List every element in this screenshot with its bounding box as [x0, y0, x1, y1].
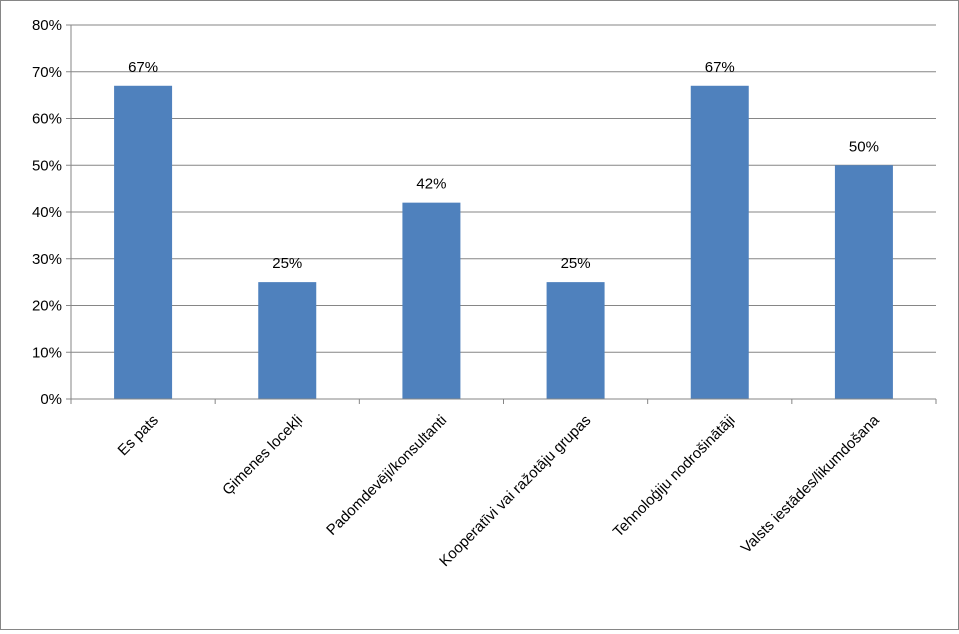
- data-label: 25%: [272, 255, 302, 272]
- y-tick-labels: 0% 10% 20% 30% 40% 50% 60% 70% 80%: [32, 17, 62, 408]
- category-label: Kooperatīvi vai ražotāju grupas: [436, 412, 594, 570]
- y-tick-label: 20%: [32, 298, 62, 315]
- category-label: Valsts iestādes/likumdošana: [738, 411, 884, 557]
- category-labels: Es pats Ģimenes locekļi Padomdevēji/konsul…: [115, 411, 884, 570]
- y-tick-label: 0%: [40, 391, 62, 408]
- data-label: 25%: [561, 255, 591, 272]
- y-tick-label: 30%: [32, 251, 62, 268]
- data-labels: 67% 25% 42% 25% 67% 50%: [128, 59, 879, 272]
- data-label: 50%: [849, 138, 879, 155]
- y-tick-label: 10%: [32, 344, 62, 361]
- y-tick-label: 40%: [32, 204, 62, 221]
- bar: [402, 202, 461, 399]
- category-label: Padomdevēji/konsultanti: [323, 412, 450, 539]
- data-label: 42%: [416, 176, 446, 193]
- category-label: Tehnoloģiju nodrošinātāji: [610, 412, 739, 541]
- y-tick-label: 60%: [32, 111, 62, 128]
- y-tick-label: 80%: [32, 17, 62, 34]
- y-tick-label: 70%: [32, 64, 62, 81]
- bar: [258, 282, 317, 399]
- gridlines: [71, 24, 936, 353]
- category-label: Ģimenes locekļi: [219, 412, 306, 499]
- bar: [114, 85, 173, 400]
- category-label: Es pats: [115, 412, 162, 459]
- data-label: 67%: [705, 59, 735, 76]
- data-label: 67%: [128, 59, 158, 76]
- bar: [546, 282, 605, 399]
- bars: [114, 85, 893, 400]
- y-tick-label: 50%: [32, 157, 62, 174]
- axes: [66, 24, 937, 404]
- bar: [690, 85, 749, 400]
- bar: [834, 165, 893, 399]
